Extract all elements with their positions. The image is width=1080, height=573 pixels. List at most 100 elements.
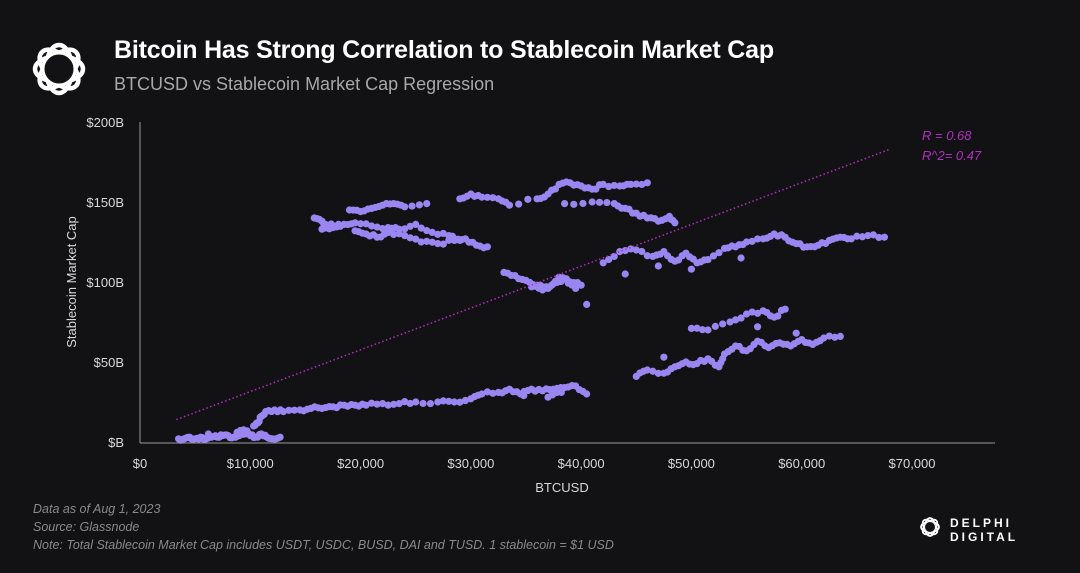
x-tick-label: $30,000	[447, 456, 494, 471]
data-point	[483, 388, 491, 396]
data-point	[535, 385, 543, 394]
data-point	[375, 202, 383, 211]
data-point	[397, 201, 405, 209]
data-point	[651, 214, 659, 223]
data-point	[373, 223, 381, 231]
data-point	[373, 400, 381, 408]
data-point	[445, 397, 453, 405]
data-point	[825, 332, 833, 340]
data-point	[573, 278, 582, 287]
data-point	[640, 211, 648, 219]
data-point	[833, 234, 841, 242]
data-point	[654, 369, 662, 377]
data-point	[557, 383, 565, 392]
data-point	[423, 226, 431, 235]
data-point	[386, 200, 394, 208]
data-point	[623, 180, 631, 188]
data-point	[401, 398, 409, 406]
data-point	[750, 340, 758, 349]
data-point	[875, 233, 883, 242]
data-point	[551, 277, 560, 285]
data-point	[700, 256, 708, 264]
data-point	[667, 365, 675, 373]
footnotes: Data as of Aug 1, 2023 Source: Glassnode…	[33, 500, 614, 554]
r-annotation: R = 0.68	[922, 128, 972, 143]
data-point	[621, 247, 629, 255]
data-point	[315, 215, 323, 224]
data-point	[689, 361, 697, 369]
data-point	[853, 232, 861, 240]
brand: DELPHI DIGITAL	[918, 515, 1080, 544]
data-point	[412, 398, 420, 406]
data-point	[380, 230, 389, 238]
data-point	[728, 345, 736, 353]
brand-name: DELPHI DIGITAL	[950, 515, 1019, 544]
data-point	[273, 434, 282, 442]
data-point	[412, 220, 420, 228]
data-point	[423, 237, 431, 245]
data-point	[439, 397, 447, 405]
data-point	[754, 235, 762, 243]
data-point	[408, 202, 416, 210]
data-point	[731, 316, 740, 324]
data-point	[290, 406, 298, 414]
data-point	[627, 245, 635, 253]
data-point	[742, 310, 751, 318]
footnote-date: Data as of Aug 1, 2023	[33, 502, 161, 516]
data-point	[325, 403, 333, 411]
data-point	[728, 242, 736, 250]
data-point	[766, 312, 775, 320]
data-point	[656, 250, 664, 258]
data-point	[783, 340, 791, 348]
data-point	[524, 386, 532, 395]
data-point	[483, 193, 491, 201]
data-point	[502, 198, 510, 206]
data-point	[844, 235, 852, 243]
data-point	[325, 225, 333, 233]
data-point	[406, 234, 414, 242]
y-tick-labels: $B $50B $100B $150B $200B	[86, 115, 124, 450]
y-axis-title: Stablecoin Market Cap	[64, 216, 79, 348]
data-point	[450, 398, 458, 406]
data-point	[489, 389, 497, 397]
data-point	[654, 262, 662, 270]
data-point	[669, 216, 677, 225]
data-point	[469, 238, 477, 246]
data-point	[632, 246, 640, 254]
data-point	[831, 333, 839, 341]
data-point	[649, 367, 657, 375]
data-point	[434, 398, 442, 406]
data-point	[384, 401, 392, 409]
data-point	[588, 198, 596, 206]
data-point	[356, 220, 365, 228]
data-point	[434, 230, 442, 238]
data-point	[524, 195, 532, 203]
data-point	[711, 322, 719, 330]
data-point	[799, 243, 808, 251]
data-point	[584, 184, 593, 192]
data-point	[358, 400, 367, 408]
data-point	[368, 399, 376, 407]
data-point	[629, 209, 637, 217]
y-tick-label: $150B	[86, 195, 124, 210]
data-point	[401, 225, 409, 233]
data-point	[709, 252, 718, 260]
x-tick-labels: $0 $10,000 $20,000 $30,000 $40,000 $50,000 $60…	[133, 456, 936, 471]
data-point	[423, 200, 431, 208]
data-point	[412, 235, 420, 243]
delphi-small-logo-icon	[918, 515, 942, 544]
data-point	[754, 309, 762, 317]
data-point	[662, 215, 670, 223]
footnote-source: Source: Glassnode	[33, 520, 140, 534]
points-layer	[175, 178, 889, 444]
data-point	[452, 235, 460, 244]
data-point	[428, 238, 436, 246]
data-point	[480, 244, 488, 252]
data-point	[687, 324, 696, 332]
data-point	[456, 398, 464, 406]
data-point	[610, 181, 618, 190]
data-point	[605, 255, 613, 264]
footnote-note: Note: Total Stablecoin Market Cap includ…	[33, 538, 614, 552]
data-point	[794, 337, 802, 345]
x-tick-label: $40,000	[558, 456, 605, 471]
